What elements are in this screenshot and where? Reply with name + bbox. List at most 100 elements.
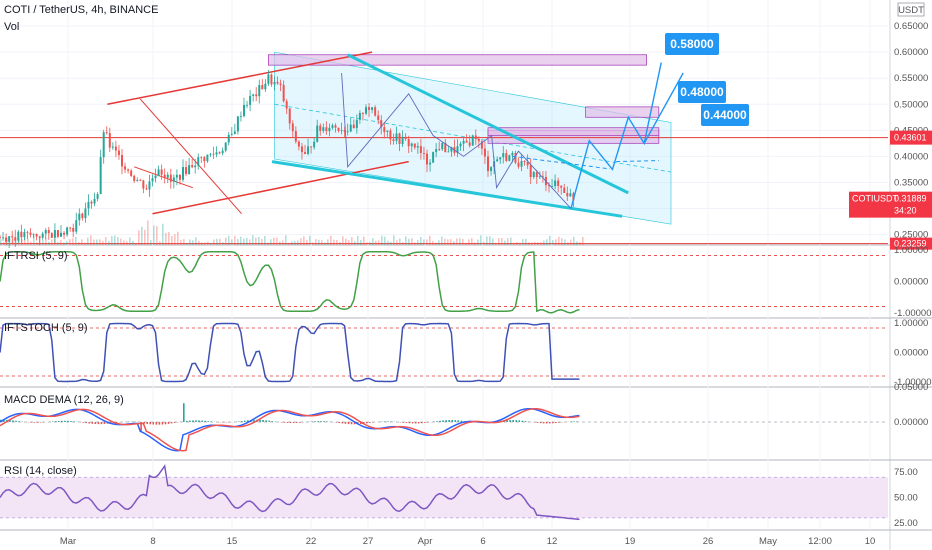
volume-bar xyxy=(411,238,413,245)
macd-hist-bar xyxy=(442,420,444,422)
candle xyxy=(365,104,367,116)
volume-bar xyxy=(93,239,95,245)
candle-body xyxy=(361,112,364,114)
candle xyxy=(291,120,294,138)
candle-body xyxy=(239,116,242,117)
candle-body xyxy=(557,180,560,186)
candle-body xyxy=(487,156,489,172)
volume-bar xyxy=(579,242,581,245)
volume-bar xyxy=(369,241,371,245)
volume-bar xyxy=(237,239,239,245)
candle xyxy=(441,142,444,151)
candle-body xyxy=(5,237,8,242)
macd-hist-bar xyxy=(387,421,389,422)
volume-bar xyxy=(63,242,65,245)
candle xyxy=(227,132,230,146)
pane-tick: -1.00000 xyxy=(894,308,932,319)
macd-hist-bar xyxy=(353,422,356,425)
candle-body xyxy=(185,167,188,175)
macd-hist-bar xyxy=(366,422,368,424)
candle-body xyxy=(554,180,557,187)
candle xyxy=(185,160,188,177)
candle xyxy=(389,128,392,145)
candle xyxy=(93,192,96,207)
candle-body xyxy=(8,236,11,242)
candle-body xyxy=(416,146,419,148)
time-tick: 19 xyxy=(625,536,636,547)
volume-bar xyxy=(516,242,518,245)
candle xyxy=(148,174,151,197)
candle-body xyxy=(206,154,209,162)
volume-bar xyxy=(87,237,89,245)
volume-bar xyxy=(426,239,428,245)
macd-hist-bar xyxy=(149,422,152,425)
volume-bar xyxy=(384,236,386,245)
candle xyxy=(2,231,5,241)
currency-label: USDT xyxy=(898,5,924,16)
price-tick: 0.65000 xyxy=(894,21,928,32)
candle-body xyxy=(194,165,197,168)
candle-body xyxy=(508,155,511,161)
candle xyxy=(99,149,102,195)
macd-hist-bar xyxy=(143,422,145,424)
candle-body xyxy=(172,177,175,182)
volume-bar xyxy=(183,239,185,245)
candle-body xyxy=(331,125,334,128)
candle xyxy=(532,170,535,179)
candle xyxy=(322,123,325,134)
time-tick: May xyxy=(759,536,777,547)
candle xyxy=(398,132,401,152)
pane-tick: 0.00000 xyxy=(894,417,928,428)
candle xyxy=(151,174,154,187)
volume-bar xyxy=(525,238,527,245)
macd-hist-bar xyxy=(555,422,557,424)
macd-hist-bar xyxy=(573,421,575,422)
candle xyxy=(203,156,206,168)
macd-hist-bar xyxy=(12,420,14,422)
candle-body xyxy=(175,174,178,178)
iftrsi-title: IFTRSI (5, 9) xyxy=(4,250,68,262)
projection-dashed-2 xyxy=(616,160,659,163)
volume-bar xyxy=(450,239,452,245)
candle xyxy=(255,87,258,102)
macd-hist-bar xyxy=(420,422,423,424)
candle-body xyxy=(102,132,105,158)
volume-bar xyxy=(342,236,344,245)
projection-path xyxy=(570,62,662,209)
volume-bar xyxy=(72,238,74,245)
volume-bar xyxy=(243,238,245,245)
candle-body xyxy=(264,83,267,90)
candle-body xyxy=(236,116,239,132)
candle-body xyxy=(252,94,255,96)
candle-body xyxy=(419,146,422,154)
volume-bar xyxy=(240,236,242,245)
volume-bar xyxy=(288,242,290,245)
candle-body xyxy=(432,152,435,163)
time-tick: 12 xyxy=(547,536,558,547)
candle xyxy=(166,171,169,183)
candle-body xyxy=(365,107,367,114)
candle xyxy=(239,111,242,122)
candle xyxy=(221,147,224,156)
candle xyxy=(349,117,352,133)
candle-body xyxy=(197,157,200,166)
candle-body xyxy=(548,185,550,187)
volume-bar xyxy=(324,242,326,245)
candle-body xyxy=(203,157,206,162)
macd-hist-bar xyxy=(9,420,11,422)
candle xyxy=(47,226,50,240)
candle-body xyxy=(99,157,102,195)
candle-body xyxy=(541,176,544,178)
candle xyxy=(514,150,517,165)
volume-bar xyxy=(558,236,560,245)
volume-bar xyxy=(453,241,455,245)
time-tick: 27 xyxy=(363,536,374,547)
volume-bar xyxy=(57,241,59,245)
currency-badge[interactable]: USDT xyxy=(897,2,925,17)
volume-bar xyxy=(18,237,20,245)
volume-bar xyxy=(249,239,251,245)
volume-bar xyxy=(354,241,356,245)
candle-body xyxy=(145,188,148,190)
volume-bar xyxy=(333,239,335,245)
